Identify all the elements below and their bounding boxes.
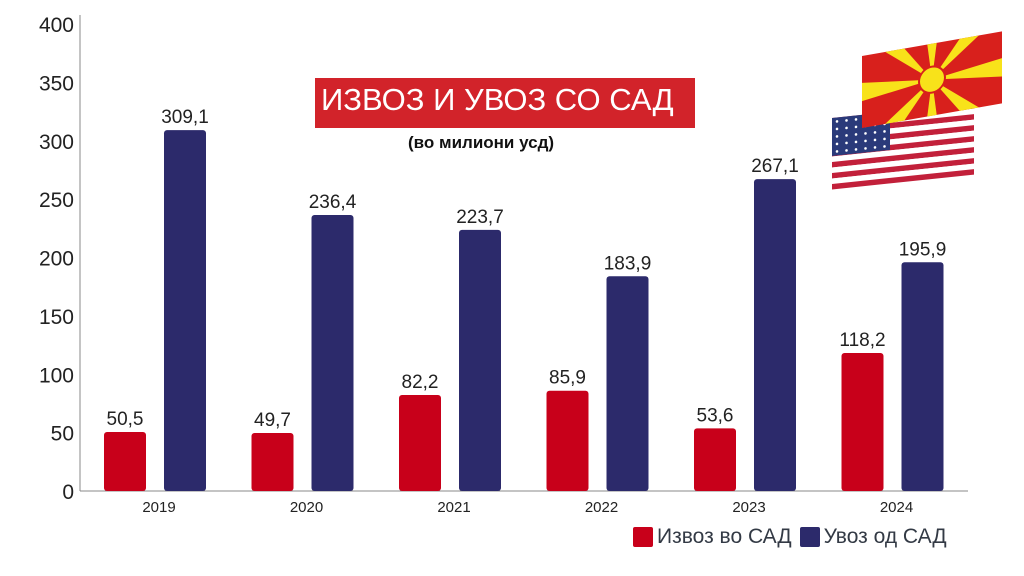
- data-label: 267,1: [751, 156, 799, 177]
- legend-label-import: Увоз од САД: [823, 525, 947, 548]
- y-tick-label: 200: [39, 248, 74, 271]
- y-tick-label: 50: [51, 423, 74, 446]
- bar-export-2019: [104, 432, 146, 491]
- y-tick-label: 300: [39, 131, 74, 154]
- bar-export-2020: [251, 432, 294, 491]
- bar-export-2024: [841, 353, 884, 491]
- bar-export-2021: [399, 395, 441, 491]
- x-tick-label: 2019: [142, 499, 175, 516]
- data-label: 49,7: [254, 410, 291, 431]
- data-label: 195,9: [899, 239, 947, 260]
- data-label: 223,7: [456, 207, 504, 228]
- flag-usa-icon: [832, 103, 974, 190]
- data-label: 53,6: [697, 405, 734, 426]
- legend-swatch-import: [799, 527, 820, 547]
- y-tick-label: 250: [39, 189, 74, 212]
- bar-import-2019: [164, 130, 206, 492]
- bar-import-2022: [606, 276, 649, 491]
- legend-label-export: Извоз во САД: [657, 525, 792, 548]
- title-banner: [315, 78, 695, 128]
- data-label: 236,4: [309, 192, 357, 213]
- legend-swatch-export: [633, 527, 653, 547]
- chart-subtitle: (во милиони усд): [408, 133, 555, 152]
- bar-import-2023: [754, 179, 796, 491]
- x-tick-label: 2024: [880, 499, 913, 516]
- y-tick-label: 400: [39, 14, 74, 37]
- legend-item-import: Увоз од САД: [799, 525, 947, 549]
- data-label: 183,9: [604, 253, 652, 274]
- bar-import-2024: [901, 262, 944, 491]
- x-tick-label: 2023: [732, 499, 765, 516]
- y-tick-label: 150: [39, 306, 74, 329]
- bar-export-2023: [694, 428, 736, 491]
- bar-import-2020: [311, 215, 354, 492]
- legend: Извоз во САД Увоз од САД: [633, 525, 955, 549]
- data-label: 85,9: [549, 368, 586, 389]
- y-tick-label: 350: [39, 72, 74, 95]
- x-tick-label: 2021: [437, 499, 470, 516]
- y-tick-label: 100: [39, 364, 74, 387]
- data-label: 118,2: [839, 330, 885, 351]
- data-label: 50,5: [107, 409, 144, 430]
- data-label: 309,1: [161, 107, 209, 128]
- y-tick-label: 0: [62, 481, 74, 504]
- data-label: 82,2: [402, 372, 439, 393]
- x-tick-label: 2020: [290, 499, 323, 516]
- flag-north-macedonia-icon: [862, 31, 1002, 128]
- bar-export-2022: [546, 390, 589, 491]
- x-tick-label: 2022: [585, 499, 618, 516]
- bar-import-2021: [459, 229, 501, 491]
- legend-item-export: Извоз во САД: [633, 525, 792, 549]
- chart-title: ИЗВОЗ И УВОЗ СО САД: [321, 82, 674, 117]
